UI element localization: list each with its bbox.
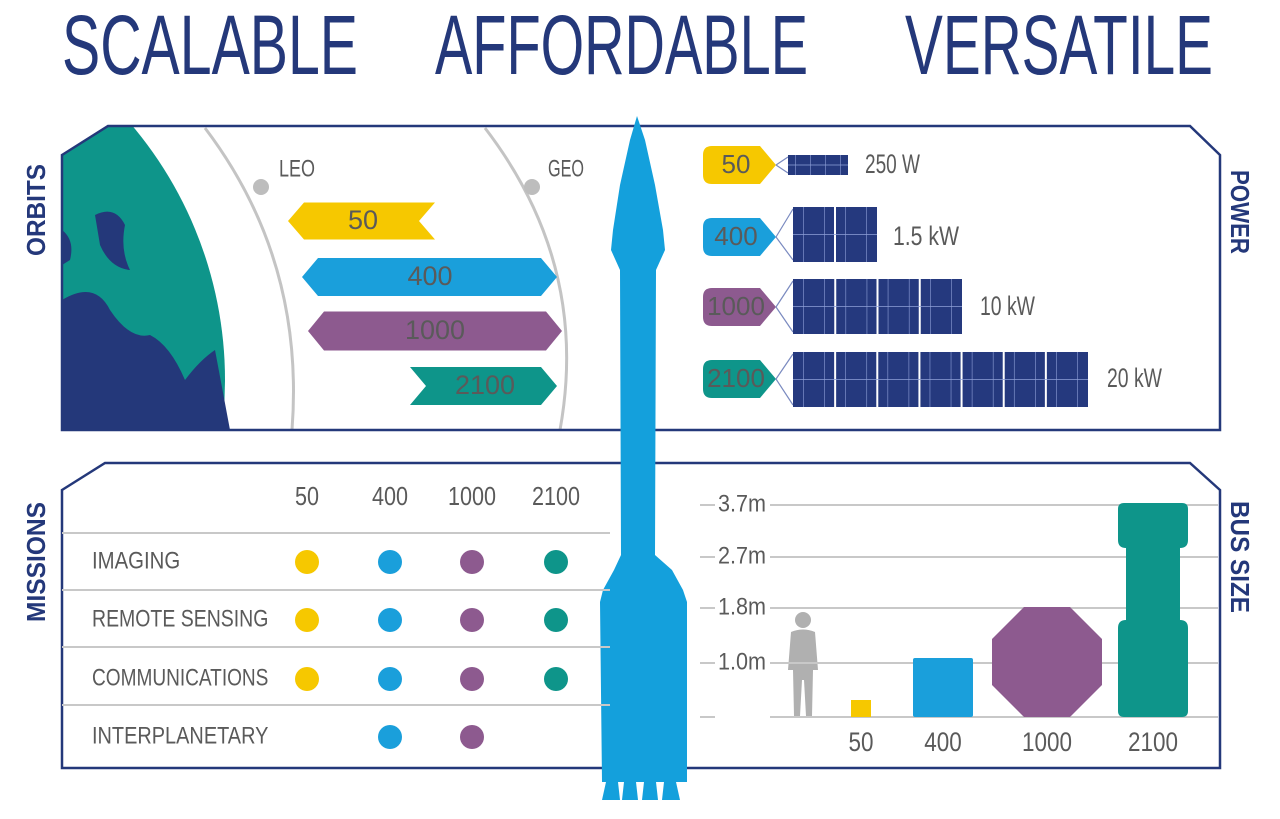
panel-connector <box>775 208 794 238</box>
power-value: 10 kW <box>980 291 1035 321</box>
power-tag <box>703 146 776 184</box>
orbit-arrow <box>288 202 435 240</box>
mission-dot <box>544 550 568 574</box>
panel-connector <box>775 353 794 380</box>
bus-label: 400 <box>924 727 962 757</box>
mission-name: IMAGING <box>92 547 180 574</box>
mission-dot <box>295 667 319 691</box>
panel-connector <box>775 164 789 174</box>
bus-label: 50 <box>849 727 874 757</box>
bottom-panel <box>60 461 1222 770</box>
rocket <box>600 116 687 800</box>
section-label: BUS SIZE <box>1225 501 1255 613</box>
panel-connector <box>775 306 794 333</box>
mission-dot <box>544 667 568 691</box>
power-value: 20 kW <box>1107 363 1162 393</box>
mission-column: 50 <box>295 481 319 511</box>
power-bus-label: 1000 <box>707 291 765 321</box>
power-tag <box>703 288 776 326</box>
orbit-arrow <box>302 258 557 296</box>
orbit-arrow <box>308 311 562 351</box>
mission-dot <box>378 667 402 691</box>
orbit-marker: GEO <box>548 155 584 182</box>
orbit-bus-label: 400 <box>407 261 452 291</box>
headline-word: AFFORDABLE <box>435 0 808 92</box>
orbit-marker: LEO <box>279 155 315 182</box>
panel-connector <box>775 236 794 261</box>
panel-connector <box>775 378 794 406</box>
size-tick: 2.7m <box>718 542 766 569</box>
orbit-bus-label: 2100 <box>455 370 515 400</box>
mission-name: REMOTE SENSING <box>92 605 268 632</box>
mission-column: 1000 <box>448 481 496 511</box>
section-label: ORBITS <box>21 164 51 256</box>
headline-word: SCALABLE <box>62 0 358 92</box>
size-tick: 1.0m <box>718 648 766 675</box>
mission-column: 400 <box>372 481 408 511</box>
panel-connector <box>775 280 794 308</box>
leo-dot <box>253 179 269 195</box>
mission-name: COMMUNICATIONS <box>92 664 268 691</box>
mission-dot <box>378 550 402 574</box>
power-value: 250 W <box>865 149 920 179</box>
orbit-arrow <box>410 367 557 405</box>
section-label: POWER <box>1225 170 1255 254</box>
power-tag <box>703 218 776 256</box>
orbit-bus-label: 50 <box>348 205 378 235</box>
power-value: 1.5 kW <box>893 221 959 251</box>
bus-shape <box>992 607 1102 717</box>
mission-dot <box>460 608 484 632</box>
mission-dot <box>295 608 319 632</box>
person-silhouette <box>788 612 818 716</box>
bus-label: 1000 <box>1022 727 1072 757</box>
power-bus-label: 50 <box>722 149 751 179</box>
mission-name: INTERPLANETARY <box>92 722 268 749</box>
bus-shape <box>1118 503 1188 717</box>
bus-shape <box>913 658 973 717</box>
earth <box>62 126 230 430</box>
mission-dot <box>295 550 319 574</box>
mission-dot <box>460 550 484 574</box>
geo-orbit <box>483 127 569 431</box>
mission-dot <box>378 608 402 632</box>
geo-dot <box>524 179 540 195</box>
power-bus-label: 400 <box>714 221 757 251</box>
mission-column: 2100 <box>532 481 580 511</box>
bus-shape <box>851 700 871 717</box>
mission-dot <box>378 725 402 749</box>
mission-dot <box>460 725 484 749</box>
section-label: MISSIONS <box>21 502 51 622</box>
bus-label: 2100 <box>1128 727 1178 757</box>
panel-connector <box>775 156 789 166</box>
top-panel <box>60 124 1222 432</box>
mission-dot <box>544 608 568 632</box>
mission-dot <box>460 667 484 691</box>
size-tick: 1.8m <box>718 593 766 620</box>
power-tag <box>703 360 776 398</box>
size-tick: 3.7m <box>718 490 766 517</box>
headline-word: VERSATILE <box>905 0 1213 92</box>
orbit-bus-label: 1000 <box>405 315 465 345</box>
leo-orbit <box>203 127 295 431</box>
power-bus-label: 2100 <box>707 363 765 393</box>
